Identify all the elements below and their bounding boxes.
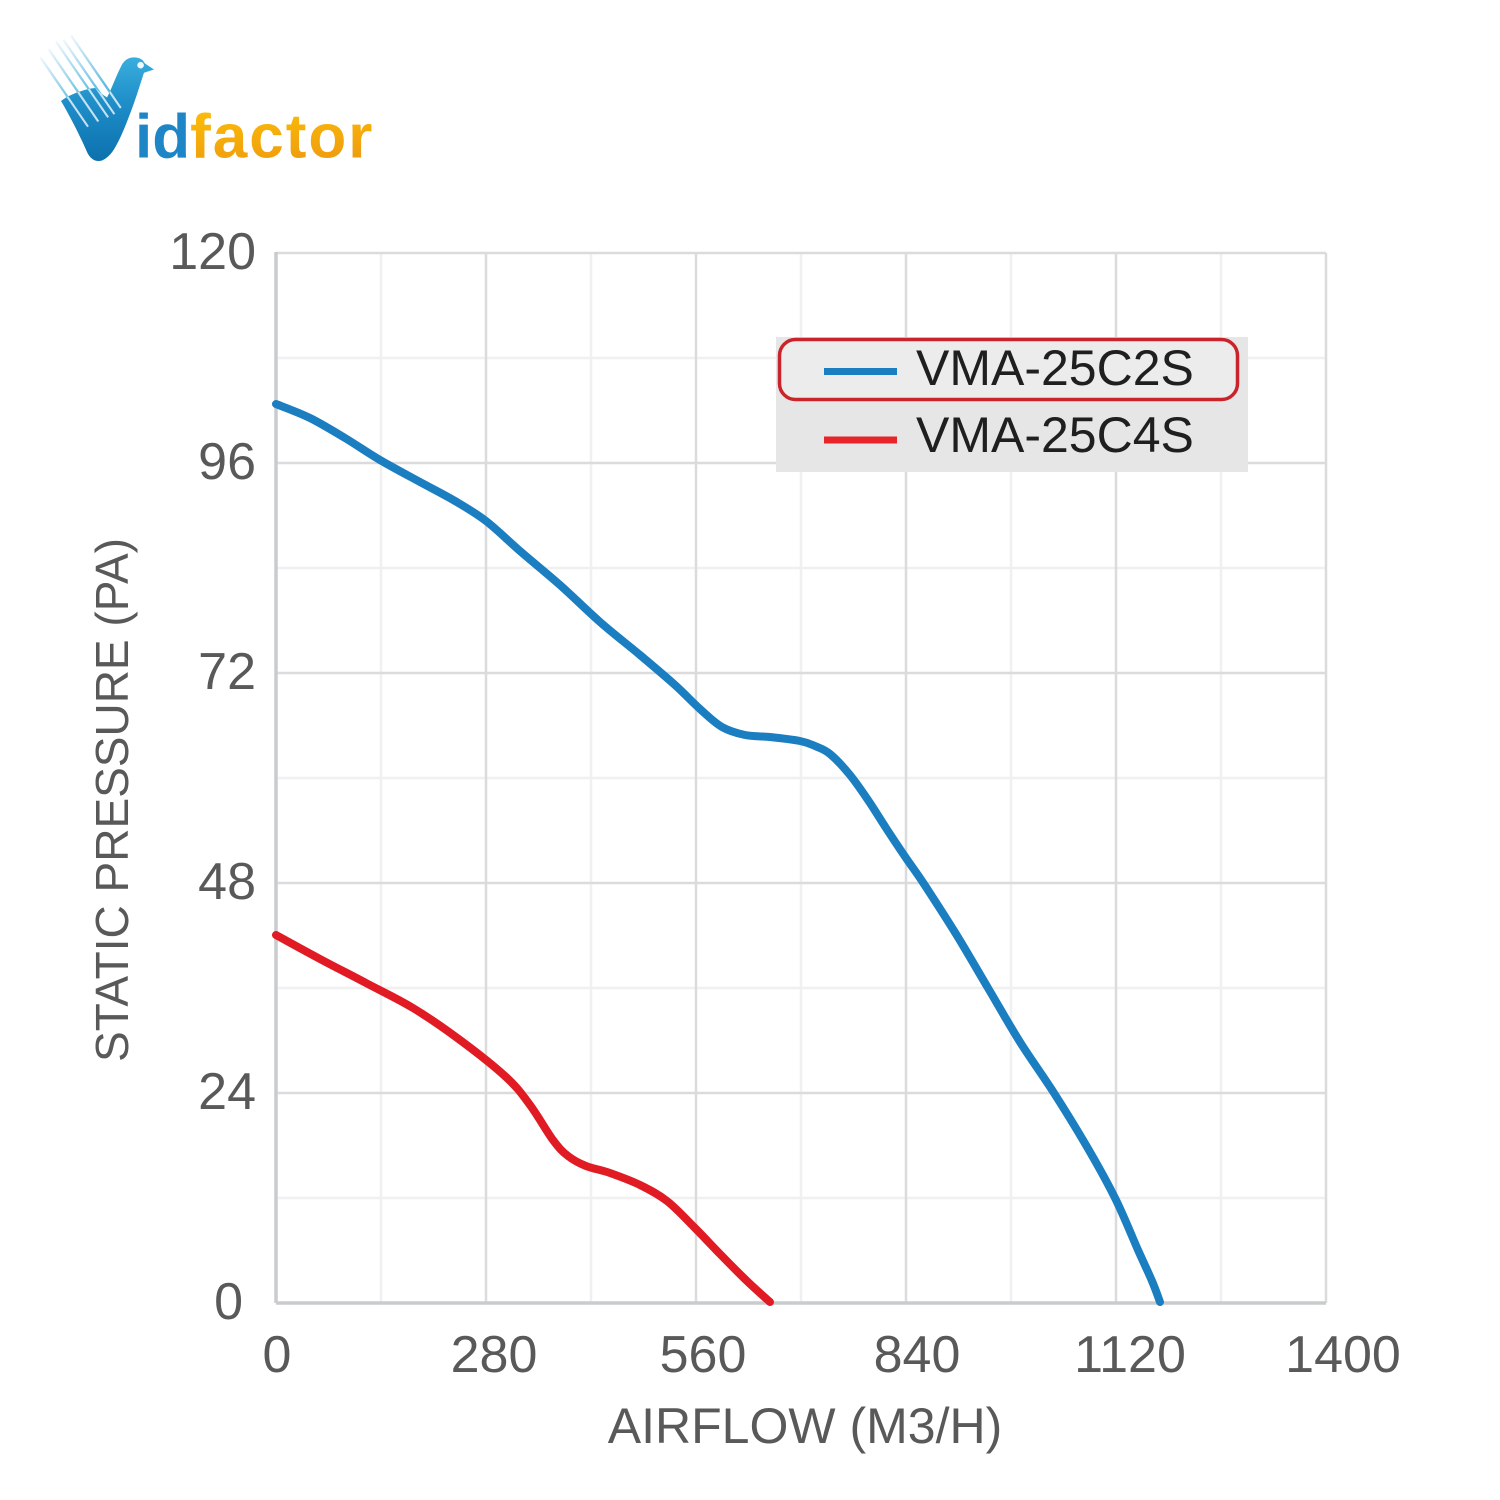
- svg-text:48: 48: [198, 853, 256, 911]
- svg-text:0: 0: [263, 1326, 292, 1384]
- svg-text:AIRFLOW (M3/H): AIRFLOW (M3/H): [608, 1398, 1002, 1454]
- svg-text:VMA-25C4S: VMA-25C4S: [916, 407, 1194, 463]
- svg-text:560: 560: [660, 1326, 747, 1384]
- svg-text:120: 120: [169, 223, 256, 281]
- svg-text:STATIC PRESSURE (PA): STATIC PRESSURE (PA): [86, 538, 138, 1062]
- svg-text:280: 280: [451, 1326, 538, 1384]
- svg-text:1120: 1120: [1074, 1326, 1186, 1384]
- svg-text:96: 96: [198, 433, 256, 491]
- svg-text:idfactor: idfactor: [135, 103, 374, 172]
- svg-text:24: 24: [198, 1063, 256, 1121]
- svg-text:VMA-25C2S: VMA-25C2S: [916, 340, 1194, 396]
- svg-text:840: 840: [874, 1326, 961, 1384]
- svg-text:72: 72: [198, 643, 256, 701]
- svg-text:1400: 1400: [1285, 1326, 1401, 1384]
- svg-text:0: 0: [214, 1273, 243, 1331]
